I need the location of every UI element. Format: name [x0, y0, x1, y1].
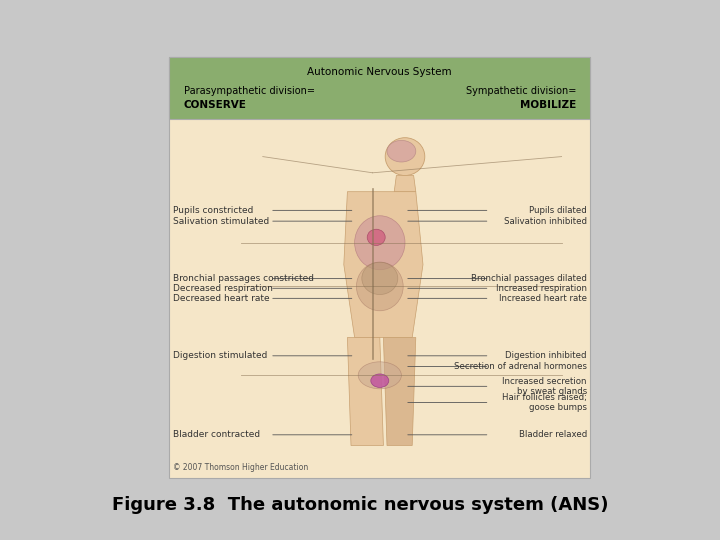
Text: Parasympathetic division=: Parasympathetic division= [184, 86, 315, 96]
Polygon shape [383, 338, 416, 446]
Text: Decreased respiration: Decreased respiration [173, 284, 273, 293]
FancyBboxPatch shape [169, 57, 590, 478]
Text: Pupils constricted: Pupils constricted [173, 206, 253, 215]
Text: Increased heart rate: Increased heart rate [499, 294, 587, 303]
Text: MOBILIZE: MOBILIZE [520, 100, 576, 110]
Text: Bronchial passages constricted: Bronchial passages constricted [173, 274, 314, 283]
Text: Decreased heart rate: Decreased heart rate [173, 294, 269, 303]
Polygon shape [395, 176, 416, 192]
Ellipse shape [356, 262, 403, 310]
Text: Hair follicles raised;
goose bumps: Hair follicles raised; goose bumps [502, 393, 587, 412]
Ellipse shape [385, 138, 425, 176]
Ellipse shape [367, 229, 385, 245]
Ellipse shape [358, 362, 402, 389]
Text: Bladder contracted: Bladder contracted [173, 430, 260, 440]
Ellipse shape [361, 262, 397, 295]
Text: Digestion stimulated: Digestion stimulated [173, 352, 267, 360]
Text: Salivation stimulated: Salivation stimulated [173, 217, 269, 226]
Text: Salivation inhibited: Salivation inhibited [504, 217, 587, 226]
Text: Pupils dilated: Pupils dilated [529, 206, 587, 215]
Text: © 2007 Thomson Higher Education: © 2007 Thomson Higher Education [173, 463, 308, 472]
Text: Increased respiration: Increased respiration [496, 284, 587, 293]
Ellipse shape [387, 140, 416, 162]
Text: Autonomic Nervous System: Autonomic Nervous System [307, 67, 452, 77]
Polygon shape [344, 192, 423, 338]
Text: CONSERVE: CONSERVE [184, 100, 246, 110]
Ellipse shape [354, 215, 405, 270]
Text: Bladder relaxed: Bladder relaxed [518, 430, 587, 440]
Ellipse shape [371, 374, 389, 388]
Text: Secretion of adrenal hormones: Secretion of adrenal hormones [454, 362, 587, 371]
Text: Sympathetic division=: Sympathetic division= [466, 86, 576, 96]
FancyBboxPatch shape [169, 57, 590, 119]
Text: Increased secretion
by sweat glands: Increased secretion by sweat glands [503, 376, 587, 396]
Text: Bronchial passages dilated: Bronchial passages dilated [471, 274, 587, 283]
Text: Figure 3.8  The autonomic nervous system (ANS): Figure 3.8 The autonomic nervous system … [112, 496, 608, 514]
Polygon shape [347, 338, 383, 446]
Text: Digestion inhibited: Digestion inhibited [505, 352, 587, 360]
